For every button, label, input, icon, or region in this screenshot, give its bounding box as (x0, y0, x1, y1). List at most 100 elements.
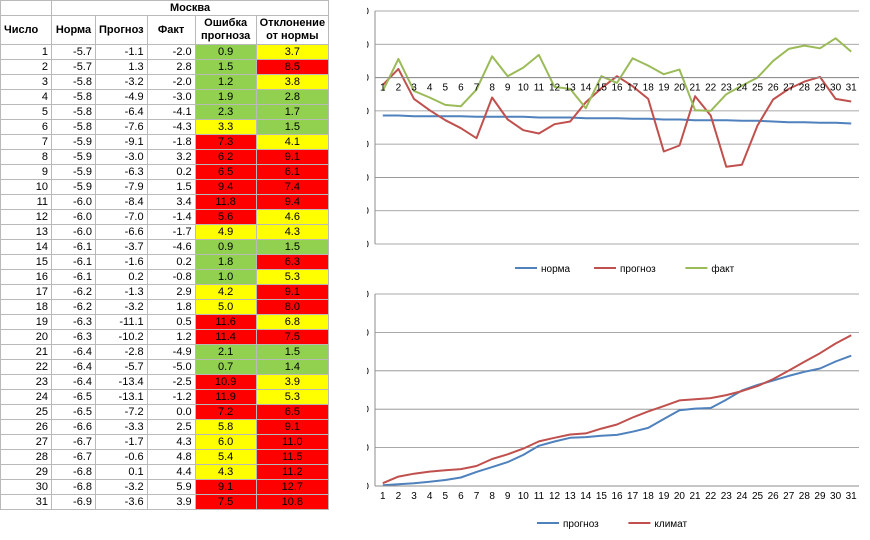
x-tick-label: 20 (674, 491, 686, 502)
table-cell-norm: -5.8 (51, 119, 96, 135)
y-tick-label: 10.0 (367, 7, 369, 18)
x-tick-label: 6 (458, 491, 464, 502)
table-cell-deviation: 3.7 (255, 44, 330, 60)
table-cell-deviation: 8.5 (255, 59, 330, 75)
table-cell-day: 5 (0, 104, 52, 120)
x-tick-label: 2 (396, 491, 402, 502)
table-row: 5 -5.8 -6.4 -4.1 2.3 1.7 (0, 104, 330, 120)
legend-label: климат (654, 519, 687, 530)
table-row: 11 -6.0 -8.4 3.4 11.8 9.4 (0, 194, 330, 210)
y-tick-label: 100.0 (367, 405, 369, 416)
table-cell-deviation: 3.9 (255, 374, 330, 390)
table-cell-norm: -5.7 (51, 44, 96, 60)
x-tick-label: 21 (690, 491, 702, 502)
table-cell-forecast: -6.6 (95, 224, 148, 240)
table-cell-deviation: 4.3 (255, 224, 330, 240)
x-tick-label: 26 (768, 83, 780, 94)
table-cell-error: 4.3 (194, 464, 257, 480)
table-cell-norm: -6.2 (51, 299, 96, 315)
table-cell-day: 29 (0, 464, 52, 480)
table-cell-day: 27 (0, 434, 52, 450)
x-tick-label: 24 (736, 491, 748, 502)
x-tick-label: 23 (721, 83, 733, 94)
table-cell-day: 22 (0, 359, 52, 375)
table-row: 1 -5.7 -1.1 -2.0 0.9 3.7 (0, 44, 330, 60)
y-tick-label: 0.0 (367, 73, 369, 84)
x-tick-label: 11 (534, 491, 545, 502)
x-tick-label: 16 (611, 491, 623, 502)
table-cell-norm: -6.3 (51, 329, 96, 345)
col-header-norm: Норма (51, 15, 96, 45)
table-cell-error: 11.4 (194, 329, 257, 345)
table-cell-norm: -5.8 (51, 74, 96, 90)
x-tick-label: 28 (799, 83, 811, 94)
table-cell-fact: -0.8 (146, 269, 196, 285)
table-cell-deviation: 6.5 (255, 404, 330, 420)
series-line-факт (381, 37, 852, 112)
table-cell-forecast: -9.1 (95, 134, 148, 150)
table-cell-fact: -4.6 (146, 239, 196, 255)
table-cell-norm: -5.8 (51, 89, 96, 105)
table-row: 24 -6.5 -13.1 -1.2 11.9 5.3 (0, 389, 330, 405)
table-cell-day: 18 (0, 299, 52, 315)
table-cell-error: 4.9 (194, 224, 257, 240)
table-cell-norm: -6.0 (51, 224, 96, 240)
table-cell-error: 1.2 (194, 74, 257, 90)
table-cell-error: 11.9 (194, 389, 257, 405)
x-tick-label: 11 (534, 83, 545, 94)
y-tick-label: 200.0 (367, 328, 369, 339)
table-cell-fact: 0.2 (146, 164, 196, 180)
x-tick-label: 28 (799, 491, 811, 502)
table-cell-error: 1.9 (194, 89, 257, 105)
table-row: 23 -6.4 -13.4 -2.5 10.9 3.9 (0, 374, 330, 390)
x-tick-label: 4 (427, 83, 433, 94)
table-cell-error: 11.6 (194, 314, 257, 330)
table-cell-norm: -6.8 (51, 479, 96, 495)
table-cell-fact: -1.8 (146, 134, 196, 150)
table-cell-norm: -6.3 (51, 314, 96, 330)
table-cell-deviation: 9.1 (255, 419, 330, 435)
forecast-table: Москва Число Норма Прогноз Факт Ошибка пр… (0, 0, 330, 510)
x-tick-label: 17 (627, 491, 639, 502)
table-cell-day: 1 (0, 44, 52, 60)
x-tick-label: 14 (580, 83, 592, 94)
x-tick-label: 3 (411, 83, 417, 94)
table-cell-fact: -2.5 (146, 374, 196, 390)
table-cell-deviation: 6.3 (255, 254, 330, 270)
x-tick-label: 5 (442, 491, 448, 502)
table-row: 2 -5.7 1.3 2.8 1.5 8.5 (0, 59, 330, 75)
table-cell-error: 5.8 (194, 419, 257, 435)
table-cell-error: 2.3 (194, 104, 257, 120)
table-cell-fact: 0.5 (146, 314, 196, 330)
table-cell-forecast: -7.2 (95, 404, 148, 420)
table-row: 6 -5.8 -7.6 -4.3 3.3 1.5 (0, 119, 330, 135)
table-cell-norm: -6.1 (51, 269, 96, 285)
x-tick-label: 26 (768, 491, 780, 502)
table-cell-fact: 2.8 (146, 59, 196, 75)
table-cell-norm: -6.8 (51, 464, 96, 480)
table-cell-day: 8 (0, 149, 52, 165)
city-header: Москва (50, 0, 330, 16)
x-tick-label: 9 (505, 83, 511, 94)
table-cell-error: 6.0 (194, 434, 257, 450)
x-tick-label: 31 (846, 83, 858, 94)
x-tick-label: 8 (489, 83, 495, 94)
table-cell-fact: -2.0 (146, 74, 196, 90)
table-row: 8 -5.9 -3.0 3.2 6.2 9.1 (0, 149, 330, 165)
table-row: 3 -5.8 -3.2 -2.0 1.2 3.8 (0, 74, 330, 90)
table-header-row: Число Норма Прогноз Факт Ошибка прогноза … (0, 15, 330, 45)
error-header-line1: Ошибка (204, 17, 248, 29)
table-cell-error: 9.4 (194, 179, 257, 195)
table-cell-forecast: -11.1 (95, 314, 148, 330)
table-cell-norm: -5.8 (51, 104, 96, 120)
table-cell-fact: -1.4 (146, 209, 196, 225)
x-tick-label: 10 (518, 83, 530, 94)
table-cell-forecast: -4.9 (95, 89, 148, 105)
x-tick-label: 6 (458, 83, 464, 94)
table-cell-deviation: 9.1 (255, 284, 330, 300)
table-cell-day: 6 (0, 119, 52, 135)
table-cell-fact: 4.8 (146, 449, 196, 465)
table-cell-norm: -5.9 (51, 164, 96, 180)
legend-label: прогноз (563, 519, 599, 530)
table-cell-fact: 0.2 (146, 254, 196, 270)
